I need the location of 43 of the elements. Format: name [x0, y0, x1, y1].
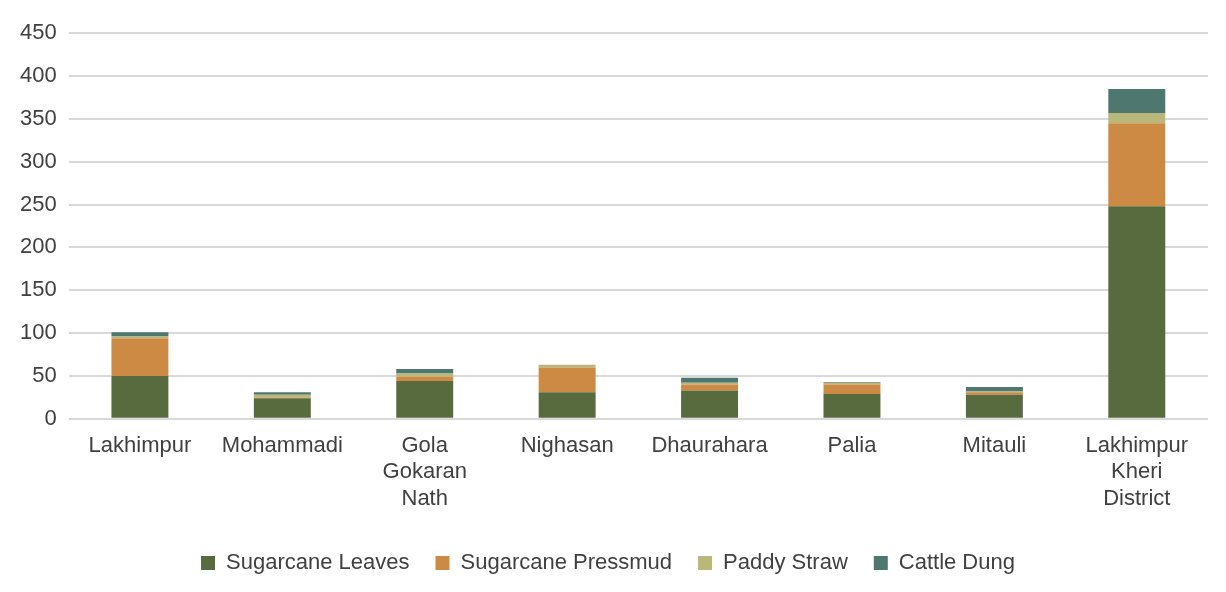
x-tick-label: Mohammadi — [221, 432, 343, 458]
bar — [681, 390, 739, 418]
x-tick-label: Gola Gokaran Nath — [382, 432, 467, 510]
y-tick-label: 0 — [44, 404, 57, 430]
bar — [1108, 112, 1166, 124]
y-tick-label: 400 — [19, 62, 57, 88]
bar — [538, 367, 596, 393]
bar — [681, 377, 739, 383]
bar — [111, 338, 169, 376]
y-tick-label: 50 — [32, 362, 57, 388]
bar — [253, 398, 311, 418]
bar — [111, 332, 169, 337]
x-tick-label: Lakhimpur Kheri District — [1085, 432, 1189, 510]
bar — [965, 394, 1023, 418]
bar — [111, 375, 169, 418]
bar — [1108, 123, 1166, 207]
bar — [396, 369, 454, 374]
legend-label: Sugarcane Leaves — [226, 549, 410, 575]
y-tick-label: 200 — [19, 233, 57, 259]
bar — [1108, 88, 1166, 113]
x-tick-label: Palia — [827, 432, 878, 458]
bar — [823, 393, 881, 418]
legend-label: Cattle Dung — [898, 549, 1015, 575]
x-tick-label: Lakhimpur — [88, 432, 192, 458]
legend-label: Paddy Straw — [723, 549, 848, 575]
y-tick-label: 100 — [19, 319, 57, 345]
y-tick-label: 450 — [19, 19, 57, 45]
y-tick-label: 150 — [19, 276, 57, 302]
legend-label: Sugarcane Pressmud — [460, 549, 673, 575]
x-tick-label: Mitauli — [962, 432, 1027, 458]
bar — [538, 392, 596, 418]
x-tick-label: Nighasan — [520, 432, 614, 458]
x-tick-label: Dhaurahara — [651, 432, 769, 458]
bar — [965, 387, 1023, 392]
y-tick-label: 300 — [19, 147, 57, 173]
bar — [823, 384, 881, 394]
bar — [396, 376, 454, 382]
bar — [1108, 206, 1166, 418]
bar — [396, 381, 454, 418]
bar — [681, 384, 739, 391]
bar — [396, 373, 454, 377]
y-tick-label: 250 — [19, 190, 57, 216]
y-tick-label: 350 — [19, 104, 57, 130]
